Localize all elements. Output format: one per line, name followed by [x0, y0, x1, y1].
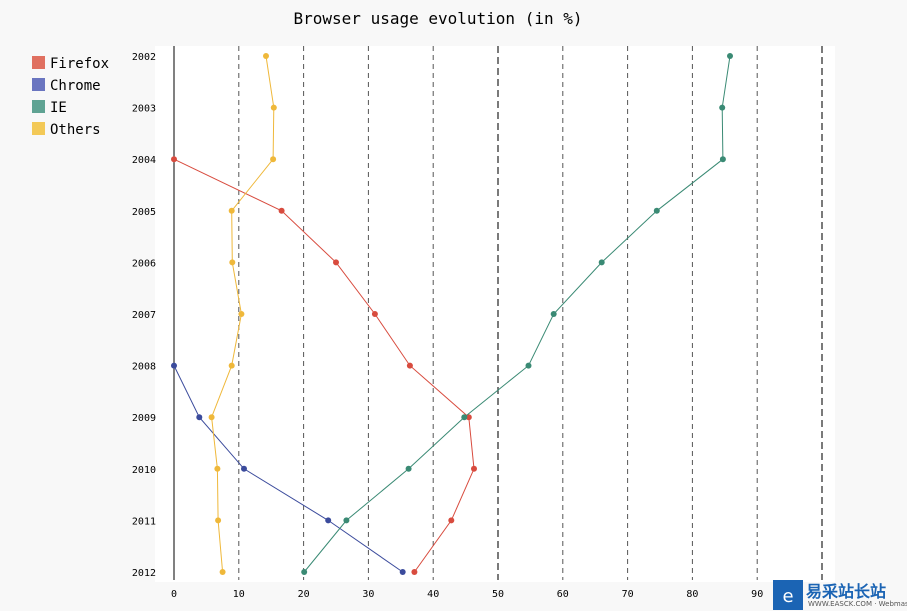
y-tick-label: 2006: [132, 258, 156, 269]
watermark: e 易采站长站 WWW.EASCK.COM · Webmaster: [773, 580, 907, 610]
data-point-ie[interactable]: [343, 517, 350, 524]
legend-swatch: [32, 78, 45, 91]
data-point-others[interactable]: [208, 414, 215, 421]
y-tick-label: 2003: [132, 104, 156, 115]
watermark-subtext: WWW.EASCK.COM · Webmaster: [808, 600, 907, 608]
y-tick-label: 2005: [132, 207, 156, 218]
x-tick-label: 80: [686, 589, 698, 600]
series-chrome: [171, 362, 406, 575]
y-tick-label: 2004: [132, 155, 156, 166]
y-tick-label: 2011: [132, 516, 156, 527]
series-ie: [301, 53, 733, 575]
grid: [238, 46, 823, 580]
legend-item-chrome[interactable]: Chrome: [32, 78, 101, 94]
data-point-firefox[interactable]: [171, 156, 177, 163]
series-firefox: [171, 156, 477, 575]
data-point-others[interactable]: [238, 311, 245, 317]
legend-label: Firefox: [50, 56, 109, 72]
data-point-ie[interactable]: [550, 311, 557, 317]
x-tick-label: 60: [557, 589, 569, 600]
data-point-ie[interactable]: [719, 104, 726, 111]
data-point-chrome[interactable]: [196, 414, 203, 421]
x-tick-label: 90: [751, 589, 763, 600]
legend-item-firefox[interactable]: Firefox: [32, 56, 109, 72]
x-tick-label: 10: [233, 589, 245, 600]
legend-label: Others: [50, 122, 101, 138]
data-point-chrome[interactable]: [399, 569, 406, 575]
y-tick-label: 2012: [132, 568, 156, 579]
data-point-ie[interactable]: [525, 362, 532, 369]
y-tick-labels: 2002 2003 2004 2005 2006 2007 2008 2009 2010 2011…: [132, 52, 156, 579]
data-point-others[interactable]: [215, 517, 222, 524]
x-tick-labels: 0 10 20 30 40 50 60 70 80 90: [171, 589, 763, 600]
data-point-ie[interactable]: [653, 207, 660, 214]
legend: Firefox Chrome IE Others: [32, 56, 109, 138]
data-point-others[interactable]: [229, 259, 236, 266]
data-point-others[interactable]: [228, 207, 235, 214]
data-point-others[interactable]: [214, 465, 221, 472]
legend-swatch: [32, 56, 45, 69]
x-tick-label: 30: [362, 589, 374, 600]
data-point-ie[interactable]: [461, 414, 468, 421]
y-tick-label: 2007: [132, 310, 156, 321]
x-tick-label: 0: [171, 589, 177, 600]
data-point-firefox[interactable]: [371, 311, 378, 317]
x-tick-label: 50: [492, 589, 504, 600]
data-point-others[interactable]: [219, 569, 226, 575]
data-point-others[interactable]: [270, 104, 277, 111]
watermark-logo: [773, 580, 803, 610]
data-point-chrome[interactable]: [171, 362, 177, 369]
plot-area: [155, 46, 835, 582]
data-point-chrome[interactable]: [241, 465, 247, 472]
data-point-firefox[interactable]: [406, 362, 413, 369]
data-point-firefox[interactable]: [471, 465, 477, 472]
data-point-ie[interactable]: [598, 259, 605, 266]
series: [171, 53, 733, 575]
data-point-others[interactable]: [270, 156, 277, 163]
series-others: [208, 53, 277, 575]
x-tick-label: 20: [298, 589, 310, 600]
y-tick-label: 2008: [132, 362, 156, 373]
data-point-firefox[interactable]: [333, 259, 339, 266]
watermark-text: 易采站长站: [806, 582, 886, 601]
data-point-ie[interactable]: [719, 156, 726, 163]
data-point-ie[interactable]: [727, 53, 733, 59]
chart-title: Browser usage evolution (in %): [294, 9, 583, 28]
legend-swatch: [32, 122, 45, 135]
data-point-ie[interactable]: [301, 569, 308, 575]
data-point-firefox[interactable]: [448, 517, 455, 524]
y-tick-label: 2010: [132, 465, 156, 476]
x-tick-label: 70: [622, 589, 634, 600]
data-point-chrome[interactable]: [325, 517, 332, 524]
data-point-firefox[interactable]: [465, 414, 472, 421]
legend-label: Chrome: [50, 78, 101, 94]
legend-label: IE: [50, 100, 67, 116]
watermark-logo-glyph: e: [782, 586, 793, 607]
data-point-others[interactable]: [263, 53, 269, 59]
data-point-others[interactable]: [228, 362, 235, 369]
x-tick-label: 40: [427, 589, 439, 600]
data-point-firefox[interactable]: [411, 569, 418, 575]
legend-item-others[interactable]: Others: [32, 122, 101, 138]
y-tick-label: 2002: [132, 52, 156, 63]
legend-item-ie[interactable]: IE: [32, 100, 67, 116]
y-tick-label: 2009: [132, 413, 156, 424]
data-point-ie[interactable]: [405, 465, 412, 472]
data-point-firefox[interactable]: [278, 207, 285, 214]
legend-swatch: [32, 100, 45, 113]
